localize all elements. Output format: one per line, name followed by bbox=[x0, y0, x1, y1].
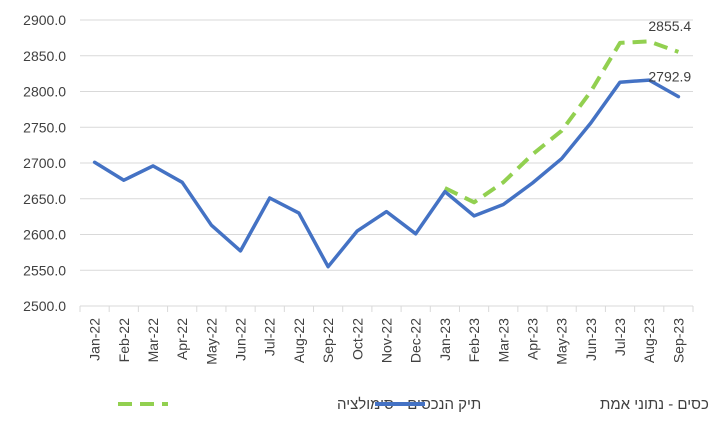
y-tick-label: 2550.0 bbox=[23, 262, 66, 278]
x-tick-label: Feb-22 bbox=[116, 318, 132, 363]
x-tick-label: Jan-22 bbox=[87, 318, 103, 361]
y-tick-label: 2700.0 bbox=[23, 155, 66, 171]
y-tick-label: 2750.0 bbox=[23, 119, 66, 135]
data-labels: 2855.4 2792.9 bbox=[648, 18, 691, 85]
y-tick-label: 2500.0 bbox=[23, 298, 66, 314]
y-tick-label: 2850.0 bbox=[23, 48, 66, 64]
series-lines bbox=[92, 39, 681, 269]
axes: 2500.0 2550.0 2600.0 2650.0 2700.0 2750.0 2800… bbox=[23, 12, 694, 365]
end-data-label: 2792.9 bbox=[648, 69, 691, 85]
legend-label: תיק הנכסים - נתוני אמת bbox=[600, 396, 709, 413]
y-tick-label: 2650.0 bbox=[23, 191, 66, 207]
gridlines bbox=[80, 19, 693, 271]
x-tick-label: Jun-22 bbox=[233, 318, 249, 361]
series-line-simulation bbox=[444, 39, 680, 205]
y-tick-label: 2600.0 bbox=[23, 227, 66, 243]
x-tick-label: Aug-22 bbox=[291, 318, 307, 363]
x-tick-label: Jun-23 bbox=[583, 318, 599, 361]
x-tick-label: Jan-23 bbox=[437, 318, 453, 361]
series-line-actual bbox=[92, 78, 681, 269]
x-tick-label: May-22 bbox=[203, 318, 219, 365]
x-tick-label: Oct-22 bbox=[349, 318, 365, 360]
x-tick-label: Mar-23 bbox=[495, 318, 511, 363]
x-tick-label: Apr-23 bbox=[524, 318, 540, 360]
x-tick-label: Jul-23 bbox=[612, 318, 628, 356]
x-tick-label: May-23 bbox=[554, 318, 570, 365]
x-tick-label: Nov-22 bbox=[379, 318, 395, 363]
x-tick-label: Mar-22 bbox=[145, 318, 161, 363]
x-tick-label: Sep-23 bbox=[670, 318, 686, 363]
end-data-label: 2855.4 bbox=[648, 18, 691, 34]
y-tick-label: 2900.0 bbox=[23, 12, 66, 28]
y-tick-label: 2800.0 bbox=[23, 84, 66, 100]
x-tick-label: Apr-22 bbox=[174, 318, 190, 360]
x-tick-label: Feb-23 bbox=[466, 318, 482, 363]
x-tick-label: Aug-23 bbox=[641, 318, 657, 363]
x-tick-label: Dec-22 bbox=[408, 318, 424, 363]
legend: תיק הנכסים - סימולציהתיק הנכסים - נתוני … bbox=[118, 396, 709, 413]
x-tick-label: Sep-22 bbox=[320, 318, 336, 363]
x-tick-label: Jul-22 bbox=[262, 318, 278, 356]
